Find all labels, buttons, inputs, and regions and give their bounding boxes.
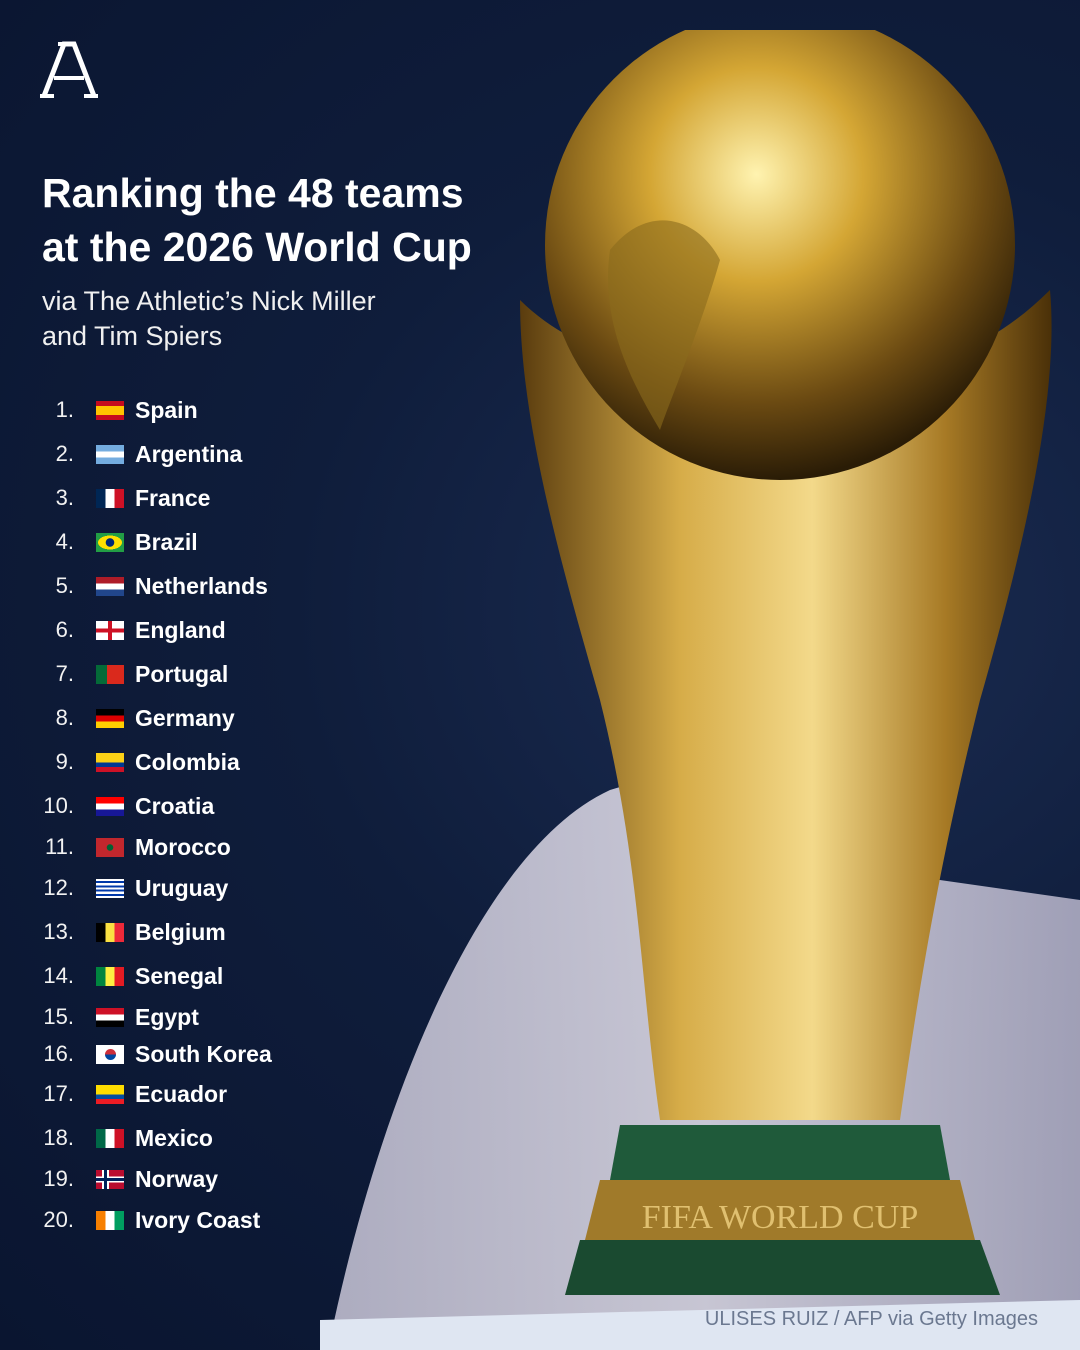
ranking-row: 20. Ivory Coast [0, 1205, 260, 1235]
team-name: Ivory Coast [135, 1206, 261, 1233]
ranking-row: 12. Uruguay [0, 873, 228, 903]
team-name: Morocco [135, 833, 231, 860]
flag-icon [96, 796, 124, 816]
flag-icon [96, 1044, 124, 1064]
title-line: at the 2026 World Cup [42, 224, 472, 270]
rank-number: 10. [43, 793, 74, 818]
rank-number: 3. [55, 485, 74, 510]
team-name: England [135, 616, 226, 643]
flag-icon [96, 708, 124, 728]
subtitle-line: and Tim Spiers [42, 321, 223, 351]
flag-icon [96, 532, 124, 552]
rank-number: 17. [43, 1081, 74, 1106]
ranking-row: 16. South Korea [0, 1039, 271, 1069]
ranking-row: 9. Colombia [0, 747, 240, 777]
page-title: Ranking the 48 teams at the 2026 World C… [42, 166, 522, 274]
rank-number: 16. [43, 1041, 74, 1066]
flag-icon [96, 488, 124, 508]
rank-number: 8. [55, 705, 74, 730]
team-name: South Korea [135, 1040, 272, 1067]
team-name: Ecuador [135, 1080, 228, 1107]
ranking-row: 10. Croatia [0, 791, 214, 821]
flag-icon [96, 1210, 124, 1230]
rank-number: 19. [43, 1166, 74, 1191]
flag-icon [96, 837, 124, 857]
subtitle: via The Athletic’s Nick Miller and Tim S… [42, 284, 482, 354]
flag-icon [96, 878, 124, 898]
flag-icon [96, 1169, 124, 1189]
flag-icon [96, 576, 124, 596]
flag-icon [96, 444, 124, 464]
ranking-row: 17. Ecuador [0, 1079, 227, 1109]
ranking-row: 8. Germany [0, 703, 235, 733]
flag-icon [96, 1128, 124, 1148]
ranking-row: 3. France [0, 483, 211, 513]
team-name: France [135, 484, 211, 511]
ranking-row: 13. Belgium [0, 917, 225, 947]
the-athletic-logo [40, 41, 98, 98]
ranking-row: 7. Portugal [0, 659, 229, 689]
rank-number: 2. [55, 441, 74, 466]
team-name: Croatia [135, 792, 215, 819]
flag-icon [96, 664, 124, 684]
title-line: Ranking the 48 teams [42, 170, 464, 216]
ranking-row: 15. Egypt [0, 1002, 198, 1032]
team-name: Germany [135, 704, 235, 731]
rank-number: 13. [43, 919, 74, 944]
rank-number: 18. [43, 1125, 74, 1150]
flag-icon [96, 400, 124, 420]
rank-number: 11. [45, 834, 74, 859]
photo-credit: ULISES RUIZ / AFP via Getty Images [704, 1308, 1038, 1330]
team-name: Portugal [135, 660, 229, 687]
ranking-row: 1. Spain [0, 395, 198, 425]
ranking-row: 4. Brazil [0, 527, 198, 557]
rank-number: 20. [43, 1207, 74, 1232]
rank-number: 5. [55, 573, 74, 598]
subtitle-line: via The Athletic’s Nick Miller [42, 286, 376, 316]
team-name: Brazil [135, 528, 198, 555]
team-name: Belgium [135, 918, 226, 945]
rank-number: 4. [55, 529, 74, 554]
rank-number: 14. [43, 963, 74, 988]
trophy-inscription: FIFA WORLD CUP [642, 1199, 918, 1236]
world-cup-trophy-photo: FIFA WORLD CUP [320, 30, 1080, 1350]
flag-icon [96, 752, 124, 772]
rank-number: 12. [43, 875, 74, 900]
flag-icon [96, 1007, 124, 1027]
ranking-row: 18. Mexico [0, 1123, 213, 1153]
ranking-row: 19. Norway [0, 1164, 218, 1194]
ranking-row: 5. Netherlands [0, 571, 268, 601]
team-name: Spain [135, 396, 198, 423]
team-name: Uruguay [135, 874, 229, 901]
flag-icon [96, 966, 124, 986]
flag-icon [96, 1084, 124, 1104]
rank-number: 6. [55, 617, 74, 642]
rank-number: 9. [55, 749, 74, 774]
flag-icon [96, 922, 124, 942]
team-name: Norway [135, 1165, 219, 1192]
ranking-row: 2. Argentina [0, 439, 243, 469]
rank-number: 7. [55, 661, 74, 686]
rank-number: 15. [43, 1004, 74, 1029]
team-name: Mexico [135, 1124, 213, 1151]
team-name: Egypt [135, 1003, 199, 1030]
ranking-row: 14. Senegal [0, 961, 223, 991]
team-name: Netherlands [135, 572, 268, 599]
ranking-row: 6. England [0, 615, 226, 645]
team-name: Colombia [135, 748, 240, 775]
rank-number: 1. [55, 397, 74, 422]
ranking-row: 11. Morocco [0, 832, 231, 862]
flag-icon [96, 620, 124, 640]
team-name: Senegal [135, 962, 224, 989]
team-name: Argentina [135, 440, 243, 467]
